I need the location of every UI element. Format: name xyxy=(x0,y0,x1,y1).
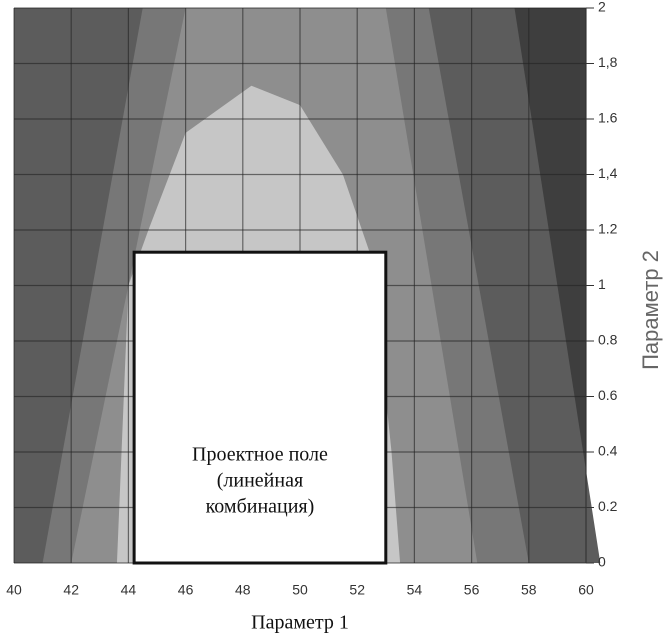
x-tick-label: 54 xyxy=(407,582,423,598)
x-tick-label: 50 xyxy=(292,582,308,598)
design-box-label: комбинация) xyxy=(206,496,315,518)
y-tick-label: 1.2 xyxy=(598,221,618,237)
x-axis-label: Параметр 1 xyxy=(251,612,349,634)
y-tick-label: 1.6 xyxy=(598,110,618,126)
y-tick-label: 0.4 xyxy=(598,443,618,459)
design-box xyxy=(132,250,388,565)
y-tick-label: 0.6 xyxy=(598,387,618,403)
y-tick-label: 0 xyxy=(598,554,606,570)
x-tick-label: 60 xyxy=(578,582,594,598)
y-tick-label: 2 xyxy=(598,0,606,15)
y-tick-label: 1,8 xyxy=(598,54,618,70)
x-tick-label: 44 xyxy=(121,582,137,598)
x-tick-label: 46 xyxy=(178,582,194,598)
x-tick-label: 40 xyxy=(6,582,22,598)
y-tick-label: 0.8 xyxy=(598,332,618,348)
x-tick-label: 58 xyxy=(521,582,537,598)
x-tick-label: 52 xyxy=(349,582,365,598)
design-box-label: (линейная xyxy=(217,470,303,492)
y-tick-label: 0.2 xyxy=(598,498,618,514)
y-axis-label: Параметр 2 xyxy=(638,250,663,370)
y-tick-label: 1,4 xyxy=(598,165,618,181)
x-tick-label: 48 xyxy=(235,582,251,598)
design-box-label: Проектное поле xyxy=(192,444,328,466)
x-tick-label: 42 xyxy=(63,582,79,598)
x-tick-label: 56 xyxy=(464,582,480,598)
y-tick-label: 1 xyxy=(598,276,606,292)
